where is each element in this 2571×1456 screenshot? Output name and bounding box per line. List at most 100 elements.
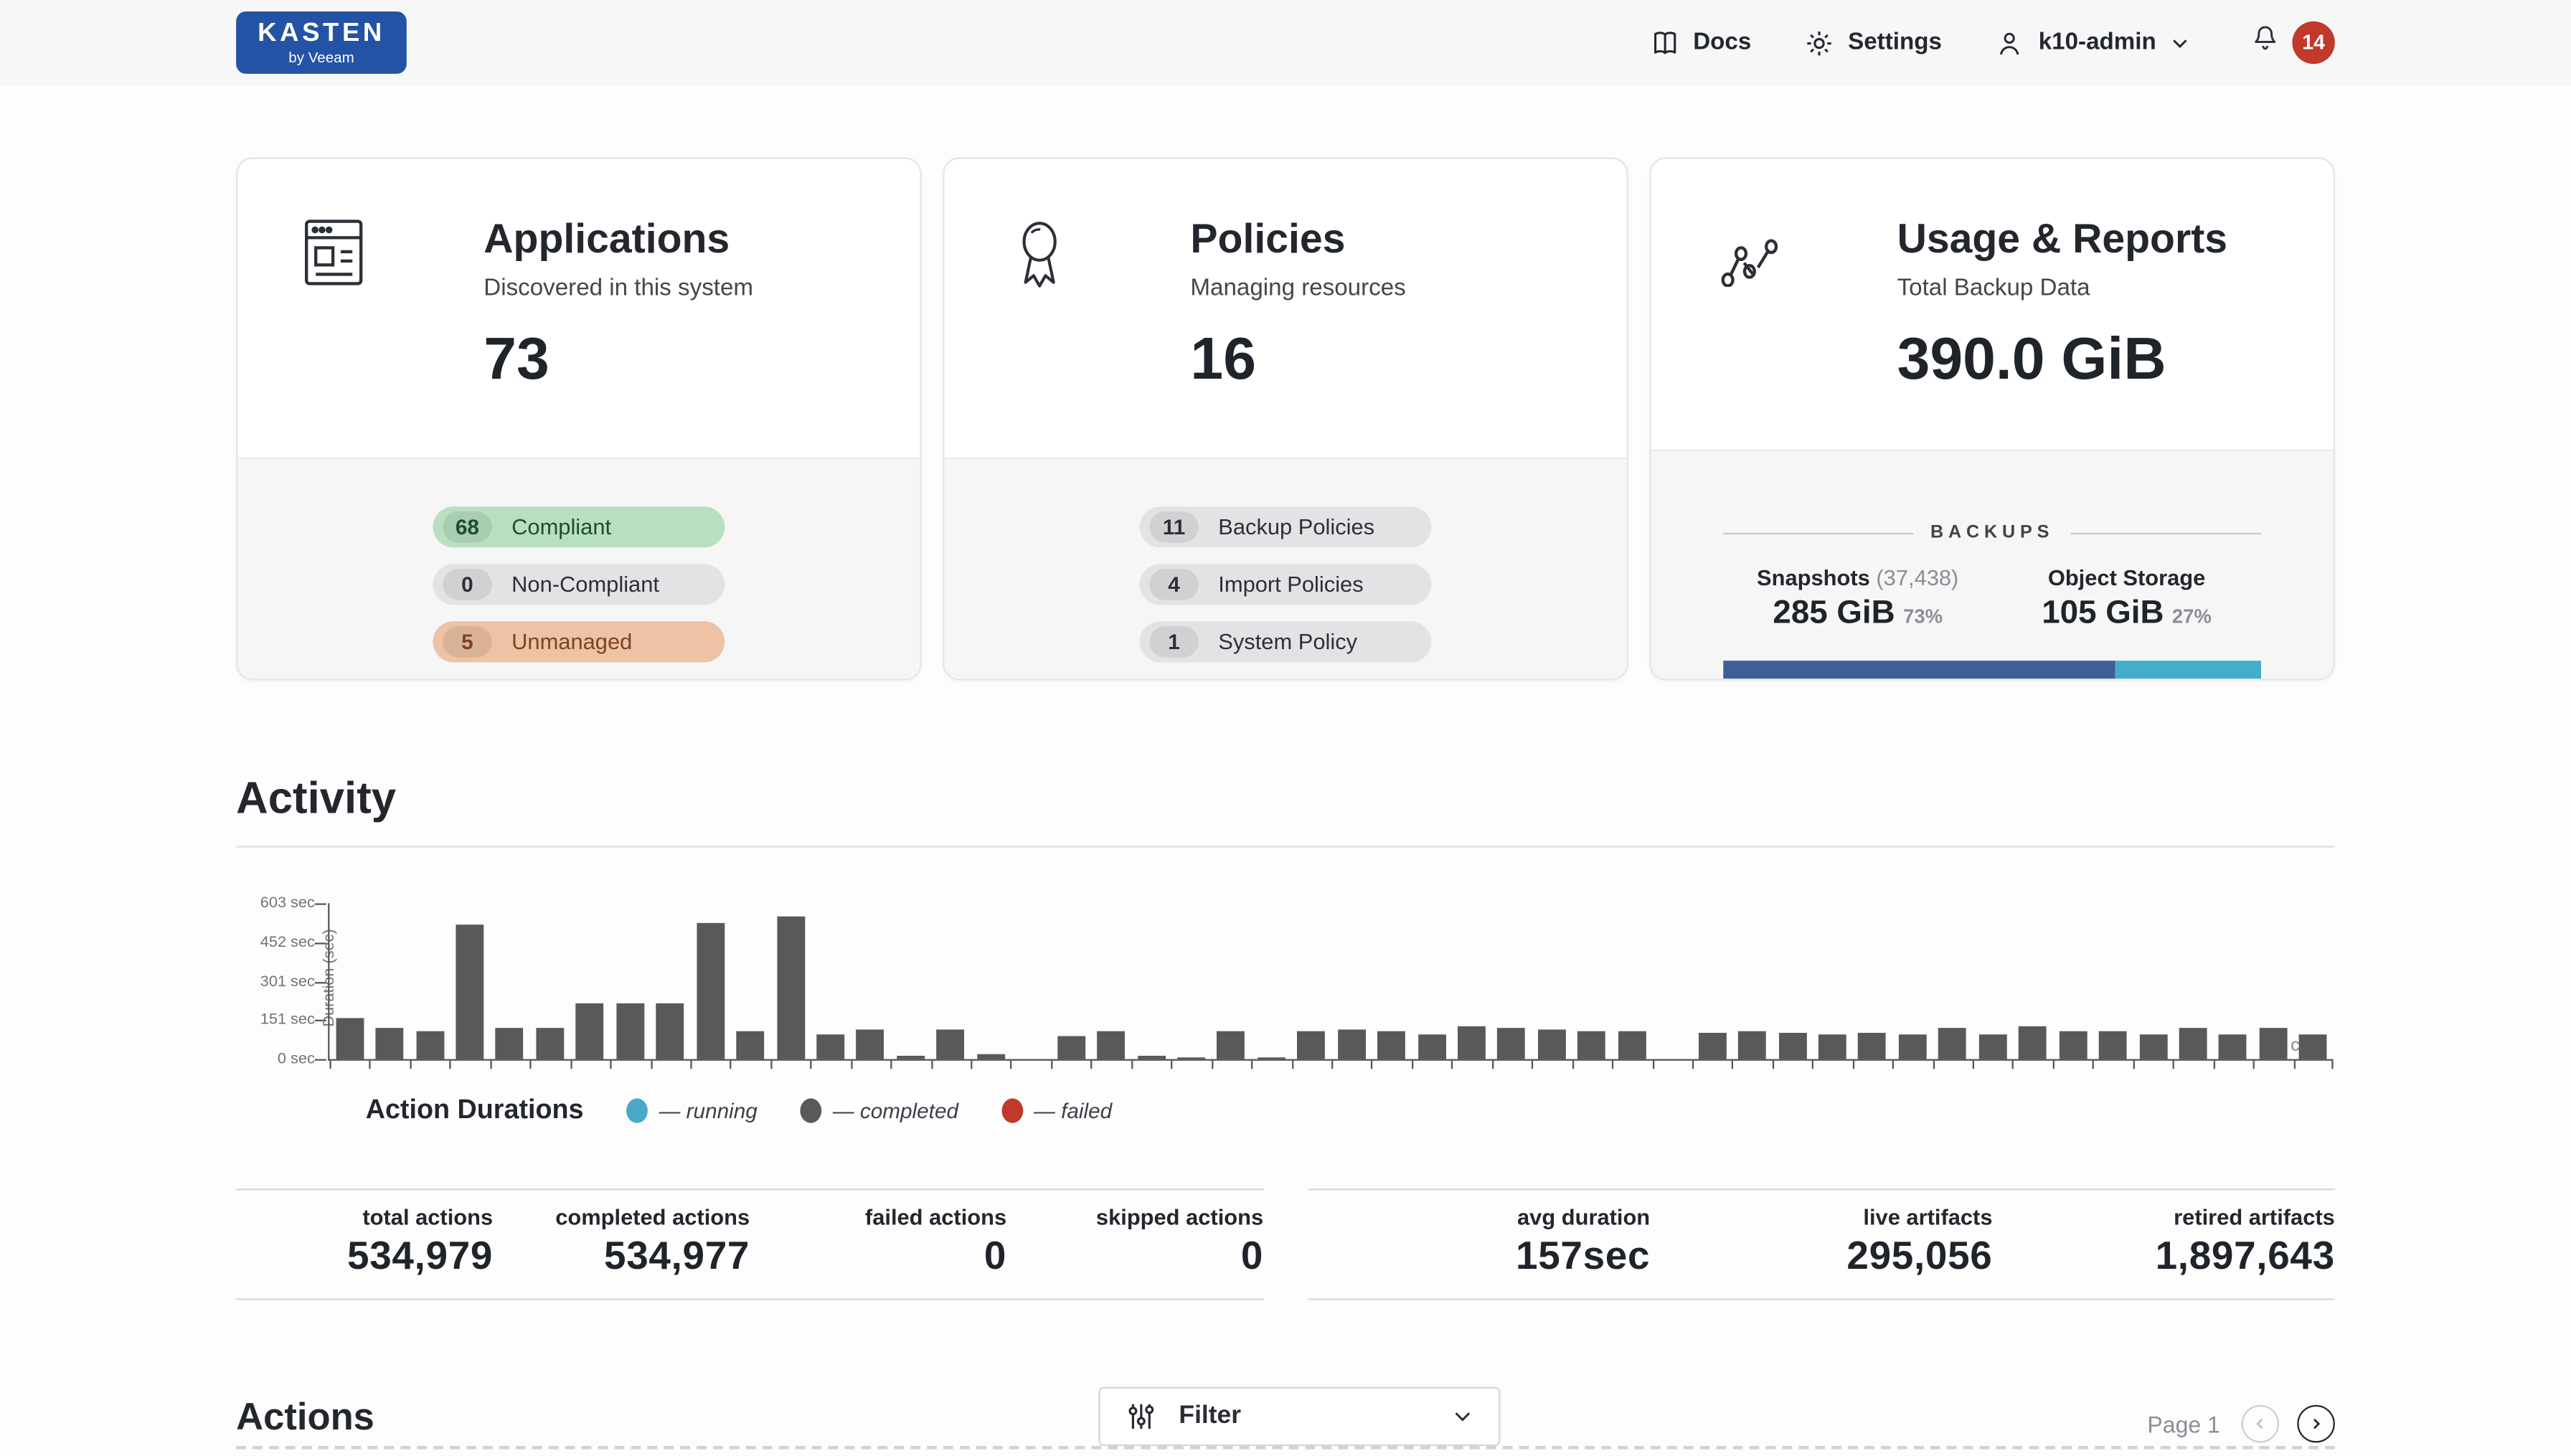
chart-bar[interactable] xyxy=(1377,1031,1406,1059)
notification-badge[interactable]: 14 xyxy=(2292,21,2335,65)
activity-divider xyxy=(236,846,2335,848)
chart-bar[interactable] xyxy=(1297,1031,1326,1059)
badge-backup-policies[interactable]: 11 Backup Policies xyxy=(1139,506,1432,548)
chart-bar[interactable] xyxy=(1618,1031,1646,1059)
chart-bar[interactable] xyxy=(1217,1031,1245,1059)
chart-bar[interactable] xyxy=(776,916,805,1059)
chart-bar[interactable] xyxy=(1458,1026,1486,1059)
x-axis-tick xyxy=(2173,1060,2175,1069)
y-tick-label: 301 sec xyxy=(260,973,315,991)
x-axis-tick xyxy=(1732,1060,1734,1069)
chart-bar[interactable] xyxy=(335,1018,364,1059)
x-axis-tick xyxy=(1532,1060,1534,1069)
chevron-right-icon xyxy=(2313,1418,2321,1429)
usage-count: 390.0 GiB xyxy=(1897,323,2166,392)
chart-bar[interactable] xyxy=(2019,1026,2047,1059)
chart-bar[interactable] xyxy=(1537,1029,1566,1059)
kasten-logo[interactable]: KASTEN by Veeam xyxy=(236,11,407,74)
docs-link[interactable]: Docs xyxy=(1649,27,1751,58)
x-axis-tick xyxy=(1131,1060,1133,1069)
chart-bar[interactable] xyxy=(816,1034,845,1059)
chart-bar[interactable] xyxy=(2299,1034,2328,1059)
chart-bar[interactable] xyxy=(576,1003,604,1059)
x-axis-tick xyxy=(489,1060,492,1069)
chart-bar[interactable] xyxy=(456,925,484,1059)
x-axis-tick xyxy=(1171,1060,1173,1069)
chart-bar[interactable] xyxy=(656,1003,684,1059)
usage-reports-card[interactable]: Usage & Reports Total Backup Data 390.0 … xyxy=(1649,157,2335,681)
chart-bar[interactable] xyxy=(1698,1033,1727,1059)
chart-bar[interactable] xyxy=(2138,1034,2167,1059)
chart-bar[interactable] xyxy=(736,1031,765,1059)
prev-page-button[interactable] xyxy=(2241,1404,2280,1443)
x-axis-tick xyxy=(1090,1060,1093,1069)
usage-subtitle: Total Backup Data xyxy=(1897,274,2090,301)
chart-bar[interactable] xyxy=(1337,1029,1366,1059)
policies-card[interactable]: Policies Managing resources 16 11 Backup… xyxy=(943,157,1628,681)
chart-bar[interactable] xyxy=(2059,1031,2087,1059)
legend-failed-label: — failed xyxy=(1034,1098,1113,1123)
user-label: k10-admin xyxy=(2038,29,2156,56)
chart-bar[interactable] xyxy=(536,1028,565,1059)
chart-bar[interactable] xyxy=(615,1003,644,1059)
chart-bar[interactable] xyxy=(1097,1031,1126,1059)
user-menu[interactable]: k10-admin xyxy=(1994,27,2191,58)
chart-bar[interactable] xyxy=(2219,1034,2247,1059)
chart-bar[interactable] xyxy=(1858,1033,1887,1059)
chart-bar[interactable] xyxy=(696,922,725,1059)
notifications-button[interactable]: 14 xyxy=(2250,21,2335,65)
badge-compliant[interactable]: 68 Compliant xyxy=(433,506,725,548)
badge-non-compliant[interactable]: 0 Non-Compliant xyxy=(433,564,725,605)
object-storage-stat: Object Storage 105 GiB 27% xyxy=(1992,566,2261,633)
chart-bar[interactable] xyxy=(936,1029,965,1059)
chart-bar[interactable] xyxy=(1417,1034,1446,1059)
stat-total-actions: total actions 534,979 xyxy=(347,1205,494,1279)
chart-bar[interactable] xyxy=(897,1056,925,1059)
activity-title: Activity xyxy=(236,773,397,823)
badge-import-policies[interactable]: 4 Import Policies xyxy=(1139,564,1432,605)
chart-bar[interactable] xyxy=(415,1031,444,1059)
chart-bar[interactable] xyxy=(1778,1033,1806,1059)
applications-card[interactable]: Applications Discovered in this system 7… xyxy=(236,157,922,681)
x-axis-tick xyxy=(2293,1060,2295,1069)
chart-bar[interactable] xyxy=(1898,1034,1927,1059)
snapshots-label: Snapshots xyxy=(1757,565,1870,590)
chart-bar[interactable] xyxy=(976,1054,1005,1059)
chart-bar[interactable] xyxy=(496,1028,524,1059)
badge-system-policy-label: System Policy xyxy=(1218,629,1358,655)
chart-bar[interactable] xyxy=(1257,1057,1286,1059)
chart-bar[interactable] xyxy=(857,1029,884,1059)
settings-link[interactable]: Settings xyxy=(1803,27,1942,58)
chart-bar[interactable] xyxy=(1978,1034,2007,1059)
chart-bar[interactable] xyxy=(1497,1028,1526,1059)
badge-backup-policies-count: 11 xyxy=(1149,511,1199,543)
stat-live-artifacts: live artifacts 295,056 xyxy=(1846,1205,1993,1279)
logo-subtext: by Veeam xyxy=(288,48,354,65)
badge-unmanaged[interactable]: 5 Unmanaged xyxy=(433,621,725,663)
badge-system-policy[interactable]: 1 System Policy xyxy=(1139,621,1432,663)
x-axis-tick xyxy=(1812,1060,1814,1069)
chart-bar[interactable] xyxy=(375,1028,404,1059)
chart-bar[interactable] xyxy=(1938,1028,1967,1059)
chart-bar[interactable] xyxy=(1738,1031,1766,1059)
next-page-button[interactable] xyxy=(2297,1404,2335,1443)
x-axis-tick xyxy=(2331,1060,2334,1069)
x-axis-tick xyxy=(369,1060,372,1069)
actions-stats-group: total actions 534,979 completed actions … xyxy=(236,1188,1263,1300)
chart-bar[interactable] xyxy=(1818,1034,1846,1059)
chart-bar[interactable] xyxy=(1177,1057,1205,1059)
chart-bar[interactable] xyxy=(2179,1028,2207,1059)
chart-bar[interactable] xyxy=(1057,1036,1085,1059)
chart-bar[interactable] xyxy=(1137,1056,1166,1059)
applications-card-bottom: 68 Compliant 0 Non-Compliant 5 Unmanaged xyxy=(237,457,920,679)
badge-non-compliant-count: 0 xyxy=(443,569,492,600)
policies-count: 16 xyxy=(1190,323,1256,392)
x-axis-tick xyxy=(610,1060,612,1069)
x-axis-tick xyxy=(2093,1060,2095,1069)
x-axis-tick xyxy=(1612,1060,1614,1069)
backups-divider: BACKUPS xyxy=(1723,523,2262,543)
x-axis-tick xyxy=(1892,1060,1895,1069)
chart-bar[interactable] xyxy=(1577,1031,1606,1059)
chart-bar[interactable] xyxy=(2259,1028,2288,1059)
chart-bar[interactable] xyxy=(2098,1031,2127,1059)
